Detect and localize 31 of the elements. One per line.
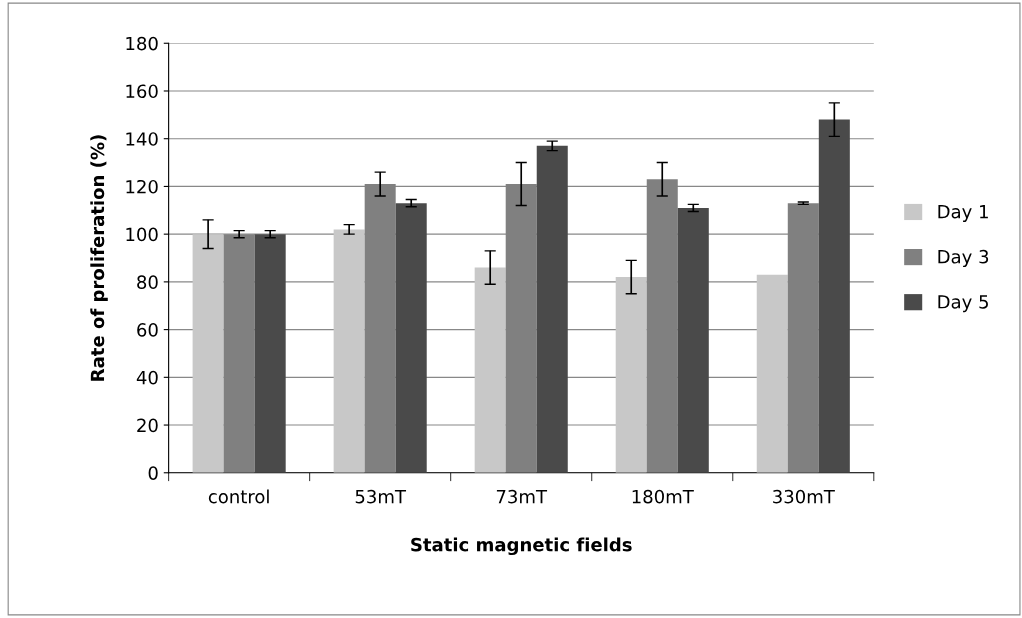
x-tick-label: 73mT [496,489,548,504]
y-tick-label: 40 [136,370,158,385]
legend-label: Day 1 [938,205,988,222]
bar [254,234,286,473]
y-tick-label: 60 [137,323,158,337]
y-tick-label: 180 [126,36,158,51]
legend-label: Day 5 [938,295,988,313]
bar [756,274,788,473]
bar [536,145,568,473]
x-tick-label: 53mT [355,489,407,504]
y-axis-title: Rate of proliferation (%) [90,135,108,381]
y-tick-label: 80 [137,275,158,289]
bar [223,234,255,473]
bar [474,267,506,473]
x-tick-label: 180mT [632,489,694,504]
y-tick-label: 20 [137,418,158,433]
y-tick-label: 140 [126,132,158,146]
x-tick-label: 330mT [773,489,835,504]
bar [395,203,427,473]
y-tick-label: 0 [148,466,158,480]
y-tick-label: 160 [126,84,158,99]
x-axis-title: Static magnetic fields [411,537,632,556]
y-tick-label: 120 [126,179,158,194]
bar [615,277,647,473]
bar [818,119,850,473]
x-tick-label: control [208,489,269,504]
bar [677,207,709,473]
bar [192,234,224,473]
legend-label: Day 3 [938,249,989,268]
y-tick-label: 100 [126,227,158,242]
bar [333,229,365,473]
